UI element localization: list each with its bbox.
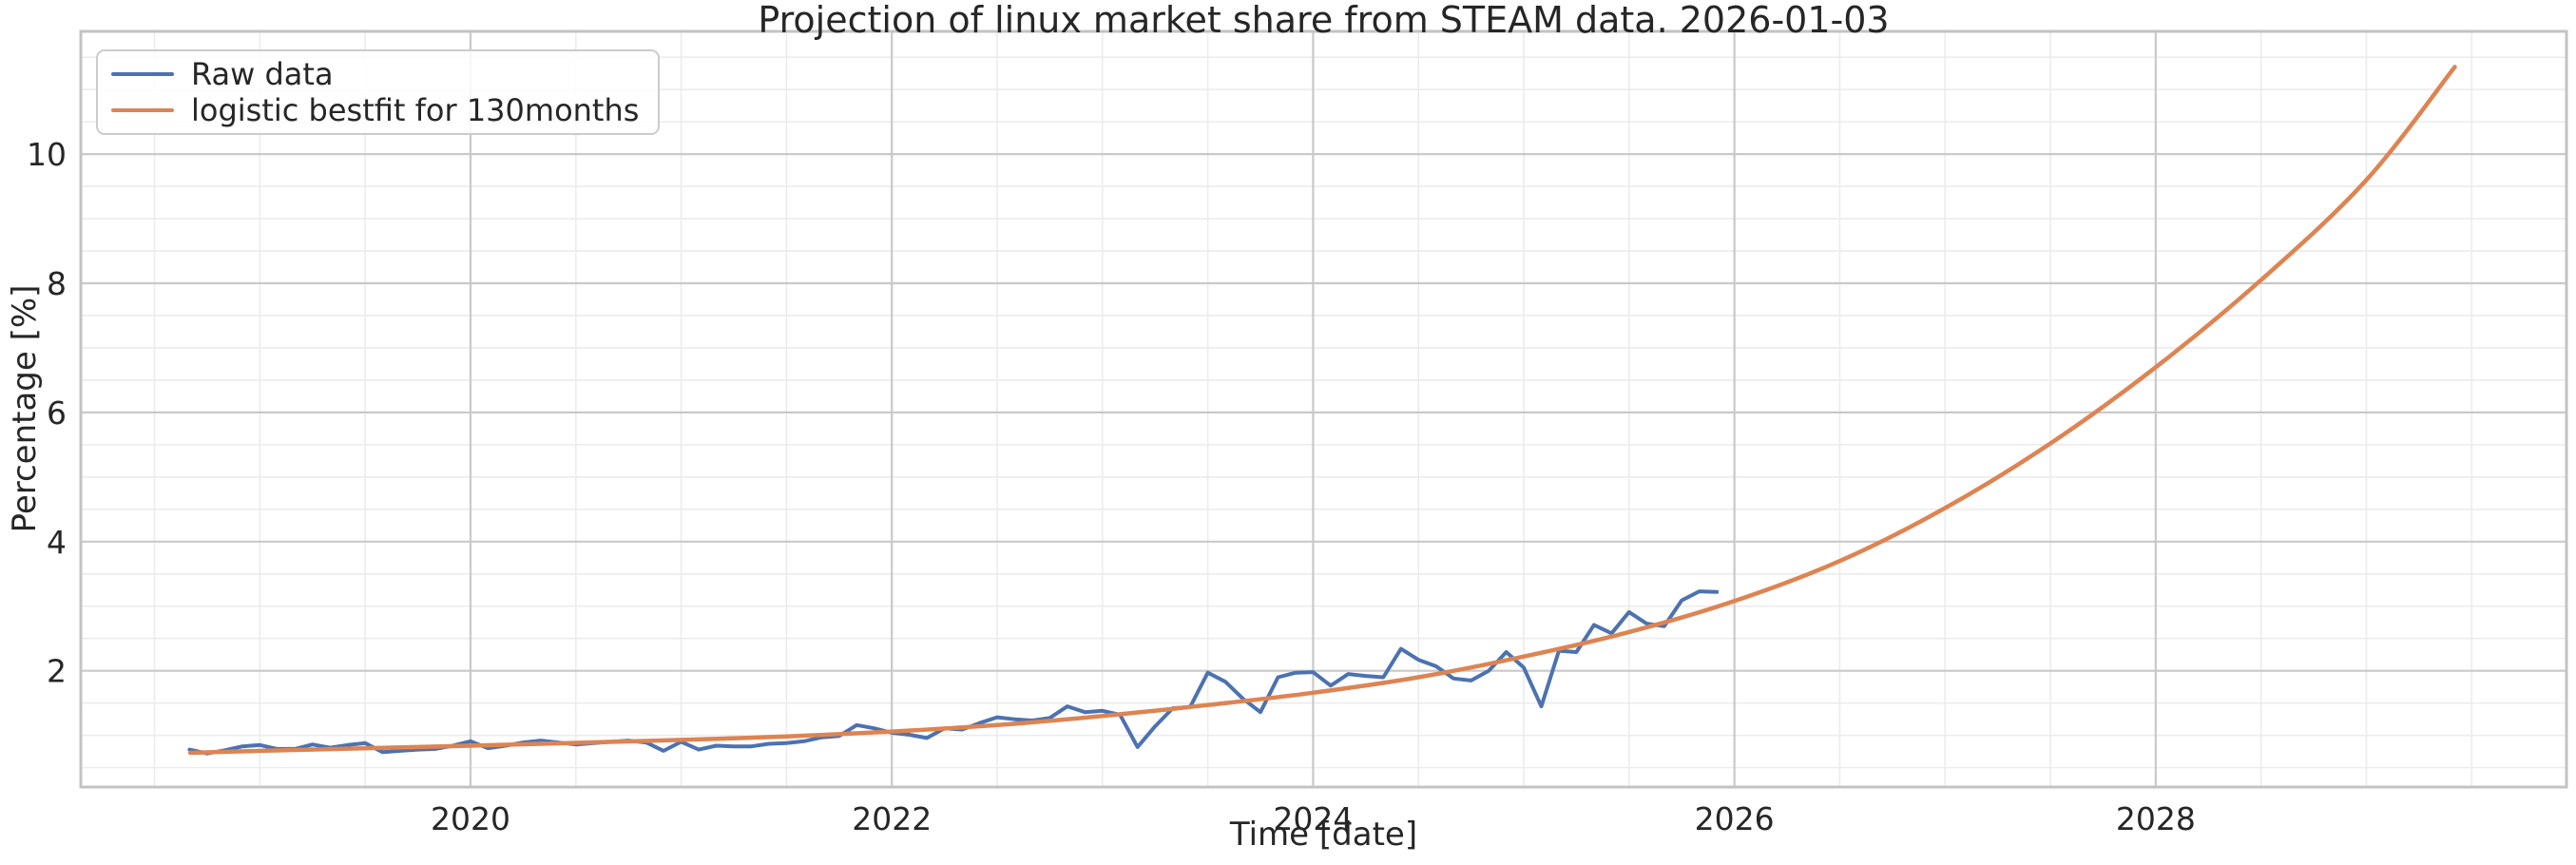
y-tick-label: 4 — [47, 524, 67, 561]
legend-item-logistic-fit: logistic bestfit for 130months — [111, 92, 639, 128]
x-tick-label: 2020 — [431, 800, 510, 837]
legend-line-sample-raw — [111, 71, 174, 77]
y-axis-label: Percentage [%] — [6, 284, 44, 533]
plot-border — [79, 29, 2568, 789]
x-tick-label: 2026 — [1695, 800, 1775, 837]
x-axis-label: Time [date] — [1229, 816, 1418, 854]
legend-line-sample-fit — [111, 107, 174, 113]
legend: Raw data logistic bestfit for 130months — [96, 49, 661, 135]
y-tick-label: 8 — [47, 265, 67, 302]
y-tick-label: 10 — [27, 136, 67, 173]
x-tick-label: 2028 — [2116, 800, 2196, 837]
logistic-fit-line — [187, 65, 2457, 756]
legend-label-raw: Raw data — [191, 56, 334, 92]
y-tick-label: 2 — [47, 653, 67, 690]
legend-label-fit: logistic bestfit for 130months — [191, 92, 640, 128]
y-tick-label: 6 — [47, 394, 67, 432]
legend-item-raw-data: Raw data — [111, 56, 639, 92]
x-tick-label: 2024 — [1273, 800, 1353, 837]
x-tick-label: 2022 — [852, 800, 932, 837]
chart-title: Projection of linux market share from ST… — [758, 0, 1890, 41]
